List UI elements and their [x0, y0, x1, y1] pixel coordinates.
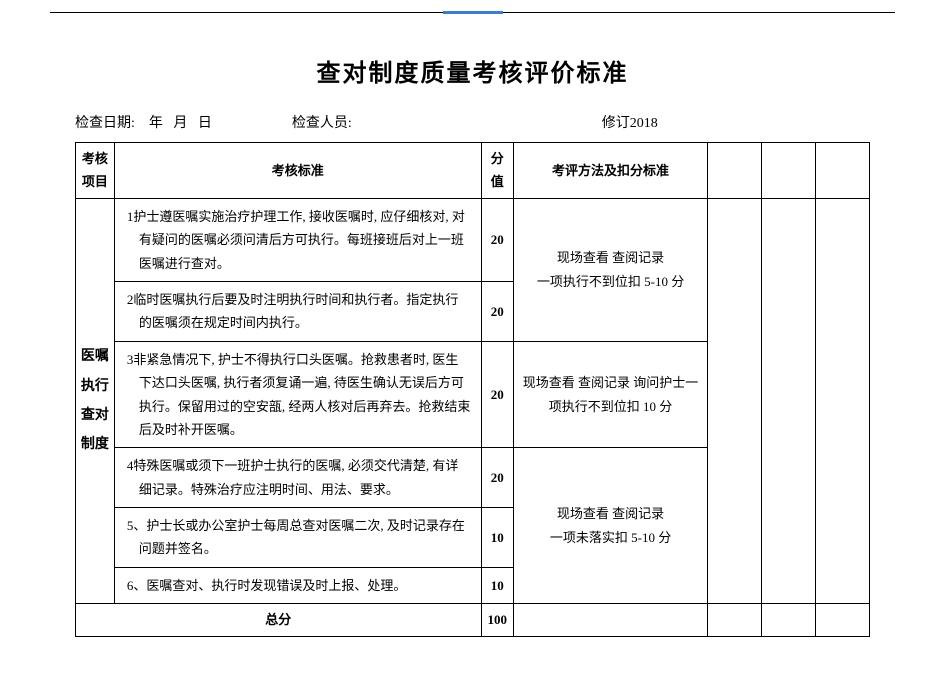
extra-cell-3 [816, 198, 870, 603]
inspector-label: 检查人员: [292, 112, 352, 132]
standard-cell: 3非紧急情况下, 护士不得执行口头医嘱。抢救患者时, 医生下达口头医嘱, 执行者… [114, 341, 481, 448]
extra-cell-2 [762, 198, 816, 603]
total-label: 总分 [76, 604, 482, 636]
method-cell: 现场查看 查阅记录 一项未落实扣 5-10 分 [513, 448, 707, 604]
standard-cell: 4特殊医嘱或须下一班护士执行的医嘱, 必须交代清楚, 有详细记录。特殊治疗应注明… [114, 448, 481, 508]
score-cell: 20 [481, 198, 513, 281]
score-cell: 20 [481, 281, 513, 341]
standard-cell: 1护士遵医嘱实施治疗护理工作, 接收医嘱时, 应仔细核对, 对有疑问的医嘱必须问… [114, 198, 481, 281]
score-cell: 20 [481, 341, 513, 448]
score-cell: 20 [481, 448, 513, 508]
total-empty [762, 604, 816, 636]
col-extra-3 [816, 143, 870, 199]
total-empty [513, 604, 707, 636]
header-rule [50, 12, 895, 13]
total-empty [708, 604, 762, 636]
standard-cell: 5、护士长或办公室护士每周总查对医嘱二次, 及时记录存在问题并签名。 [114, 508, 481, 568]
table-header-row: 考核 项目 考核标准 分值 考评方法及扣分标准 [76, 143, 870, 199]
col-score: 分值 [481, 143, 513, 199]
total-row: 总分 100 [76, 604, 870, 636]
check-date-template: 年 月 日 [135, 112, 212, 132]
col-extra-2 [762, 143, 816, 199]
total-empty [816, 604, 870, 636]
page-title: 查对制度质量考核评价标准 [75, 53, 870, 88]
standard-cell: 2临时医嘱执行后要及时注明执行时间和执行者。指定执行的医嘱须在规定时间内执行。 [114, 281, 481, 341]
project-name-cell: 医嘱执行查对制度 [76, 198, 115, 603]
col-standard: 考核标准 [114, 143, 481, 199]
table-row: 医嘱执行查对制度 1护士遵医嘱实施治疗护理工作, 接收医嘱时, 应仔细核对, 对… [76, 198, 870, 281]
meta-row: 检查日期: 年 月 日 检查人员: 修订2018 [75, 112, 870, 132]
method-cell: 现场查看 查阅记录 询问护士一项执行不到位扣 10 分 [513, 341, 707, 448]
col-extra-1 [708, 143, 762, 199]
score-cell: 10 [481, 508, 513, 568]
method-cell: 现场查看 查阅记录 一项执行不到位扣 5-10 分 [513, 198, 707, 341]
page: 查对制度质量考核评价标准 检查日期: 年 月 日 检查人员: 修订2018 考核… [0, 13, 945, 637]
col-method: 考评方法及扣分标准 [513, 143, 707, 199]
extra-cell-1 [708, 198, 762, 603]
assessment-table: 考核 项目 考核标准 分值 考评方法及扣分标准 医嘱执行查对制度 1护士遵医嘱实… [75, 142, 870, 637]
revision-label: 修订2018 [602, 112, 658, 132]
check-date-label: 检查日期: [75, 112, 135, 132]
standard-cell: 6、医嘱查对、执行时发现错误及时上报、处理。 [114, 567, 481, 603]
col-project: 考核 项目 [76, 143, 115, 199]
project-name: 医嘱执行查对制度 [80, 342, 110, 460]
total-score: 100 [481, 604, 513, 636]
score-cell: 10 [481, 567, 513, 603]
